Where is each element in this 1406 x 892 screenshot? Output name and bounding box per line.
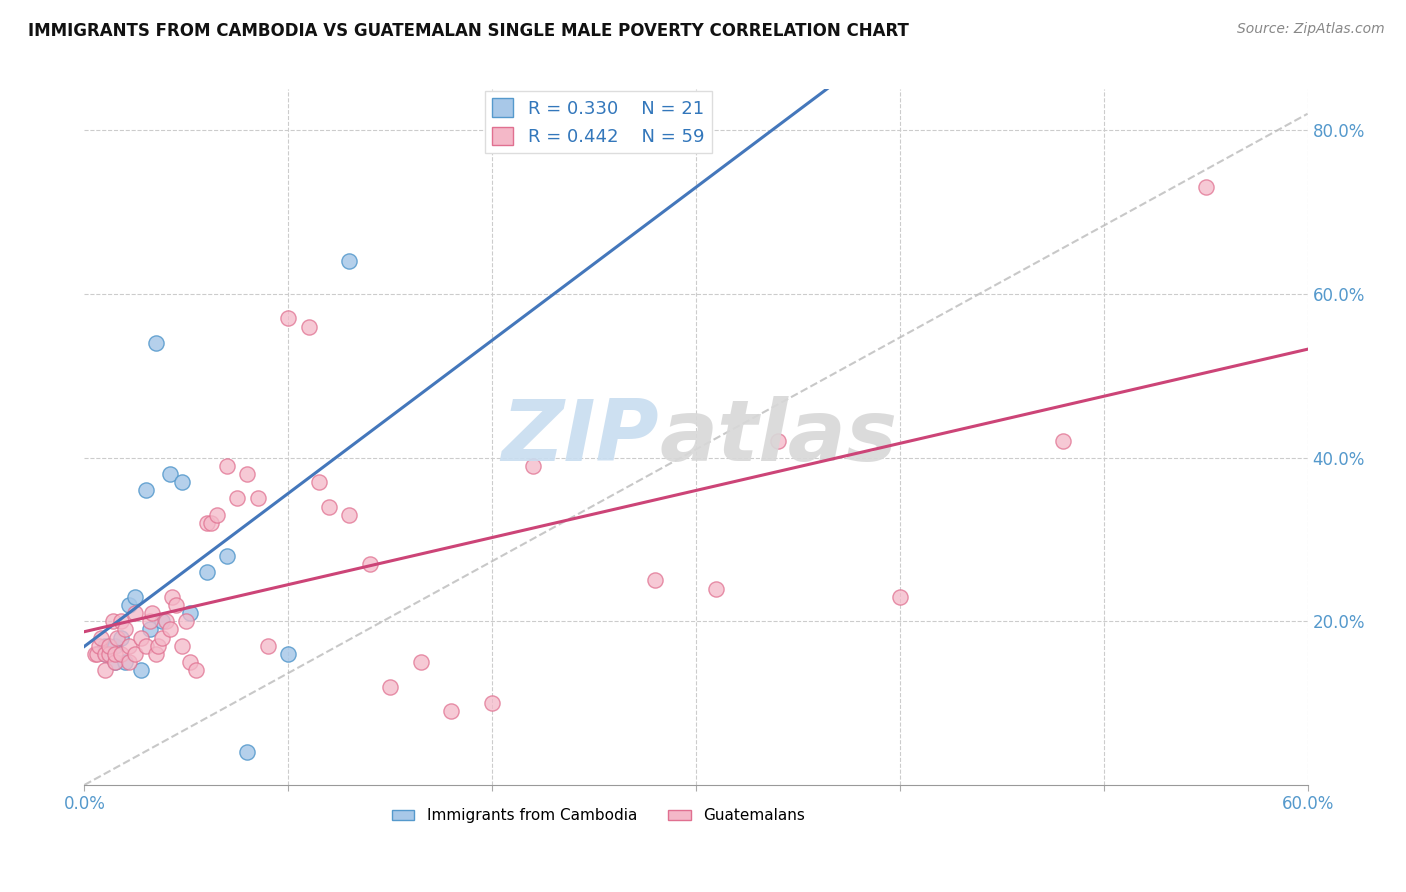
Point [150, 614, 173, 628]
Point [101, 614, 124, 628]
Point [226, 491, 249, 506]
Point [236, 467, 259, 481]
Point [179, 606, 201, 620]
Point [236, 745, 259, 759]
Point [118, 655, 141, 669]
Point [205, 508, 228, 522]
Point [318, 500, 340, 514]
Point [145, 335, 167, 350]
Point [308, 475, 330, 489]
Point [217, 549, 239, 563]
Point [160, 590, 183, 604]
Point [141, 606, 163, 620]
Point [706, 582, 728, 596]
Legend: Immigrants from Cambodia, Guatemalans: Immigrants from Cambodia, Guatemalans [385, 802, 811, 830]
Point [644, 574, 666, 588]
Point [110, 614, 132, 628]
Point [481, 696, 503, 710]
Point [90, 631, 112, 645]
Point [124, 590, 146, 604]
Point [131, 631, 153, 645]
Point [186, 664, 208, 678]
Point [195, 516, 218, 530]
Point [172, 475, 194, 489]
Point [131, 664, 153, 678]
Point [114, 623, 136, 637]
Point [124, 647, 146, 661]
Point [135, 483, 157, 498]
Point [87, 639, 110, 653]
Point [93, 664, 115, 678]
Point [104, 639, 127, 653]
Point [118, 639, 141, 653]
Point [339, 508, 361, 522]
Point [522, 458, 544, 473]
Point [138, 623, 160, 637]
Point [104, 655, 127, 669]
Point [93, 639, 115, 653]
Point [97, 639, 120, 653]
Point [104, 655, 127, 669]
Point [179, 655, 201, 669]
Point [124, 606, 146, 620]
Point [165, 598, 187, 612]
Point [766, 434, 789, 449]
Point [83, 647, 105, 661]
Text: IMMIGRANTS FROM CAMBODIA VS GUATEMALAN SINGLE MALE POVERTY CORRELATION CHART: IMMIGRANTS FROM CAMBODIA VS GUATEMALAN S… [28, 22, 910, 40]
Point [159, 623, 181, 637]
Point [118, 598, 141, 612]
Point [277, 311, 299, 326]
Point [159, 467, 181, 481]
Point [93, 647, 115, 661]
Text: atlas: atlas [659, 395, 897, 479]
Point [105, 631, 128, 645]
Point [359, 557, 381, 571]
Point [86, 647, 108, 661]
Point [138, 614, 160, 628]
Point [217, 458, 239, 473]
Point [145, 647, 167, 661]
Point [246, 491, 269, 506]
Point [93, 647, 115, 661]
Point [889, 590, 911, 604]
Point [339, 254, 361, 268]
Point [257, 639, 280, 653]
Point [277, 647, 299, 661]
Point [146, 639, 169, 653]
Point [110, 647, 132, 661]
Point [195, 565, 218, 579]
Point [1052, 434, 1074, 449]
Point [1195, 180, 1218, 194]
Point [298, 319, 321, 334]
Text: ZIP: ZIP [502, 395, 659, 479]
Point [200, 516, 222, 530]
Point [114, 655, 136, 669]
Point [110, 631, 132, 645]
Point [150, 631, 173, 645]
Point [380, 680, 402, 694]
Point [172, 639, 194, 653]
Point [155, 614, 177, 628]
Text: Source: ZipAtlas.com: Source: ZipAtlas.com [1237, 22, 1385, 37]
Point [440, 704, 463, 718]
Point [97, 647, 120, 661]
Point [174, 614, 197, 628]
Point [409, 655, 432, 669]
Point [104, 647, 127, 661]
Point [135, 639, 157, 653]
